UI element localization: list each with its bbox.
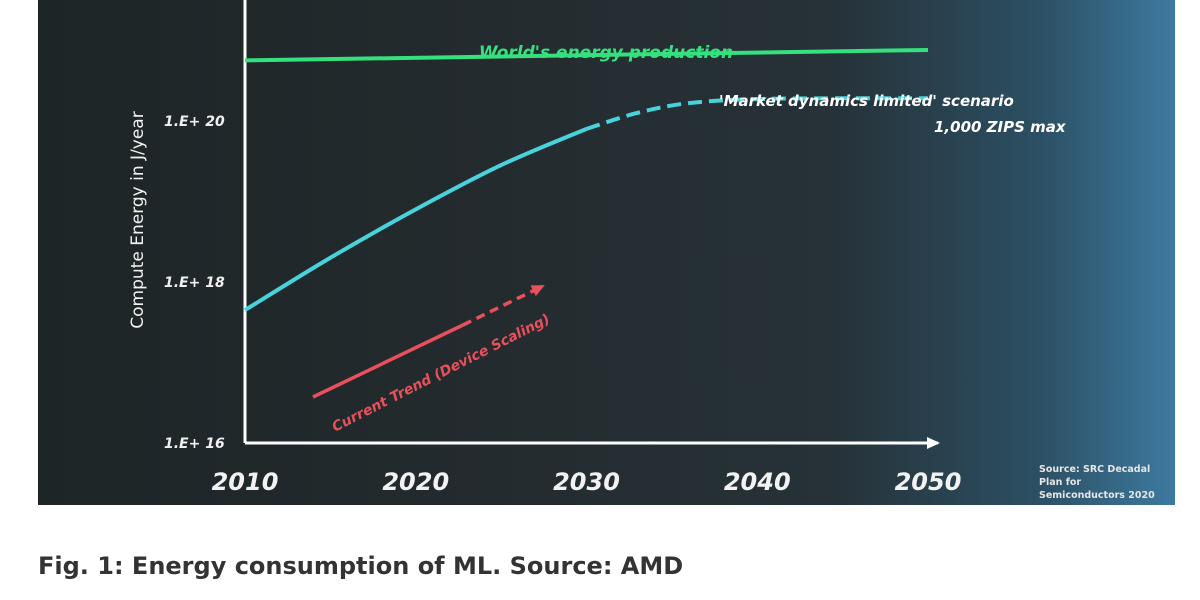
world-energy-label: World's energy production xyxy=(479,43,733,63)
figure-caption: Fig. 1: Energy consumption of ML. Source… xyxy=(38,552,684,580)
y-tick-label: 1.E+ 18 xyxy=(164,275,225,291)
chart-slide: 1.E+ 16 1.E+ 18 1.E+ 20 2010 2020 2030 2040 205… xyxy=(38,0,1175,505)
label-layer: 1.E+ 16 1.E+ 18 1.E+ 20 2010 2020 2030 2040 205… xyxy=(164,43,1067,496)
y-tick-label: 1.E+ 20 xyxy=(164,114,225,130)
max-zips-label: 1,000 ZIPS max xyxy=(934,118,1067,136)
x-tick-label: 2010 xyxy=(212,468,279,496)
series-layer xyxy=(243,47,929,399)
source-note-line-2: Semiconductors 2020 xyxy=(1039,490,1155,501)
y-tick-label: 1.E+ 16 xyxy=(164,436,225,452)
axes-layer xyxy=(243,0,940,449)
source-note: Source: SRC Decadal Plan for Semiconduct… xyxy=(1039,463,1175,502)
x-tick-label: 2020 xyxy=(382,468,449,496)
compute-energy-line xyxy=(243,127,588,312)
source-note-line-1: Source: SRC Decadal Plan for xyxy=(1039,464,1151,488)
x-tick-label: 2030 xyxy=(553,468,620,496)
y-axis-label: Compute Energy in J/year xyxy=(128,111,148,329)
x-tick-label: 2050 xyxy=(895,468,962,496)
x-tick-label: 2040 xyxy=(724,468,791,496)
market-limited-line xyxy=(585,96,929,131)
world-energy-line xyxy=(244,47,929,63)
scenario-label: 'Market dynamics limited' scenario xyxy=(719,92,1014,110)
trend-arrow-solid xyxy=(312,323,464,399)
energy-chart: 1.E+ 16 1.E+ 18 1.E+ 20 2010 2020 2030 2040 205… xyxy=(164,0,1067,496)
